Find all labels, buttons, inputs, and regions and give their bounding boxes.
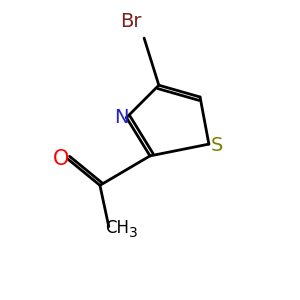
Text: S: S [211,136,223,155]
Text: N: N [114,108,128,127]
Text: O: O [53,149,69,169]
Text: 3: 3 [128,226,137,240]
Text: CH: CH [106,219,130,237]
Text: Br: Br [120,12,142,32]
